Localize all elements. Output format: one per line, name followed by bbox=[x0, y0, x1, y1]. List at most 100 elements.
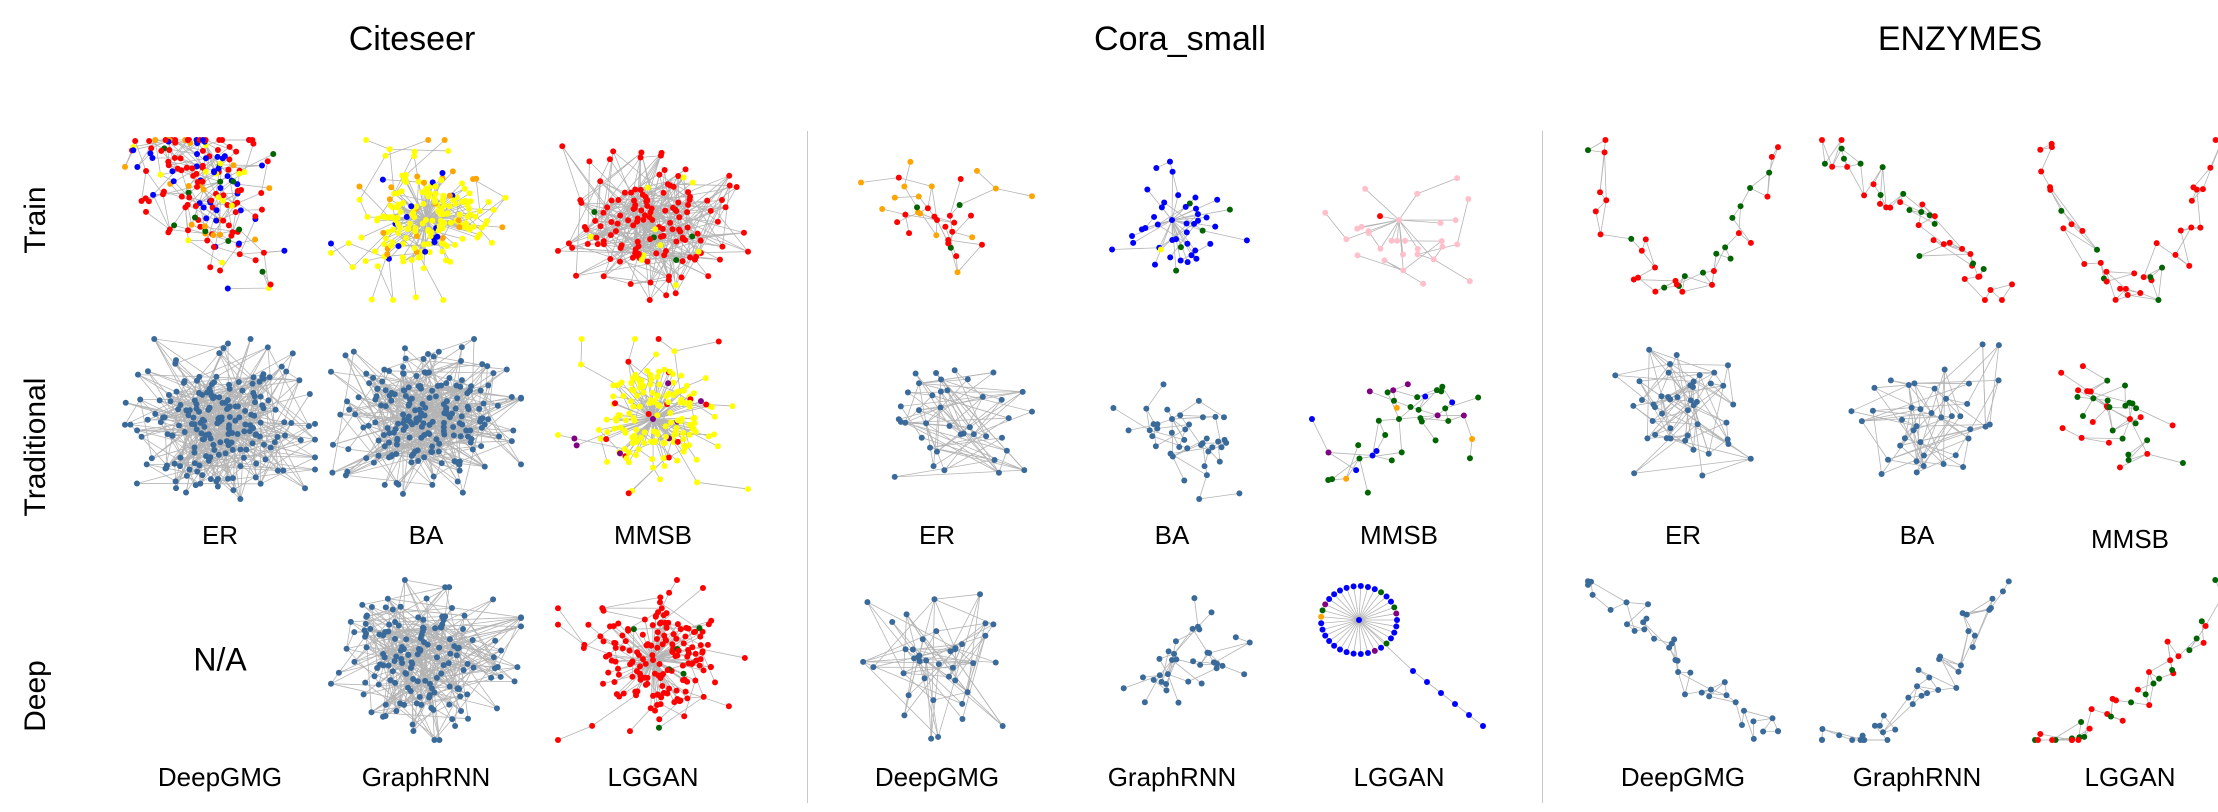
graph-node bbox=[655, 368, 662, 375]
graph-node bbox=[1209, 444, 1216, 451]
graph-node bbox=[966, 424, 973, 431]
graph-node bbox=[413, 700, 420, 707]
graph-node bbox=[122, 421, 128, 428]
graph-node bbox=[1917, 406, 1924, 413]
graph-node bbox=[610, 393, 617, 400]
graph-node bbox=[657, 599, 664, 606]
graph-edge bbox=[267, 347, 310, 427]
graph-node bbox=[234, 187, 241, 194]
graph-node bbox=[702, 375, 709, 382]
graph-node bbox=[692, 428, 699, 435]
graph-node bbox=[421, 369, 428, 376]
graph-edge bbox=[205, 139, 237, 153]
graph-node bbox=[649, 622, 656, 629]
graph-edge bbox=[1202, 230, 1247, 241]
graph-edge bbox=[176, 391, 221, 443]
graph-node bbox=[902, 211, 909, 218]
graph-node bbox=[1365, 228, 1372, 235]
graph-edge bbox=[443, 664, 498, 709]
graph-edge bbox=[1391, 219, 1400, 241]
graph-node bbox=[1377, 213, 1384, 220]
graph-edge bbox=[421, 656, 495, 706]
graph-node bbox=[456, 224, 463, 231]
graph-node bbox=[1644, 435, 1651, 442]
graph-node bbox=[456, 685, 463, 692]
graph-node bbox=[441, 410, 448, 417]
graph-node bbox=[704, 641, 711, 648]
graph-node bbox=[1318, 620, 1325, 627]
graph-edge bbox=[366, 647, 435, 693]
graph-edge bbox=[2128, 439, 2148, 455]
graph-edge bbox=[2112, 418, 2131, 431]
graph-edge bbox=[591, 694, 637, 727]
graph-node bbox=[344, 468, 351, 475]
graph-node bbox=[1987, 287, 1994, 294]
graph-node bbox=[226, 403, 233, 410]
graph-edge bbox=[1872, 410, 1942, 418]
graph-node bbox=[170, 178, 177, 185]
graph-edge bbox=[405, 174, 427, 221]
graph-edge bbox=[426, 598, 502, 678]
graph-panel bbox=[555, 143, 751, 303]
method-label-lggan: LGGAN bbox=[607, 762, 699, 792]
graph-node bbox=[225, 222, 232, 229]
graph-edge bbox=[346, 648, 385, 658]
graph-node bbox=[436, 440, 443, 447]
graph-node bbox=[422, 248, 429, 255]
graph-node bbox=[184, 137, 191, 143]
graph-node bbox=[1243, 237, 1250, 244]
graph-node bbox=[648, 205, 655, 212]
graph-node bbox=[230, 162, 237, 169]
graph-node bbox=[1319, 607, 1326, 614]
graph-node bbox=[697, 398, 704, 405]
graph-node bbox=[165, 392, 172, 399]
graph-node bbox=[220, 197, 227, 204]
graph-edge bbox=[649, 216, 651, 283]
graph-node bbox=[199, 436, 206, 443]
graph-edge bbox=[1132, 219, 1173, 244]
graph-node bbox=[427, 233, 434, 240]
graph-node bbox=[1181, 436, 1188, 443]
graph-node bbox=[386, 430, 393, 437]
graph-node bbox=[703, 401, 710, 408]
graph-panel bbox=[1612, 346, 1754, 479]
graph-node bbox=[210, 243, 217, 250]
graph-node bbox=[156, 397, 163, 404]
graph-edge bbox=[867, 601, 904, 674]
graph-edge bbox=[1713, 247, 1726, 272]
graph-node bbox=[249, 440, 256, 447]
graph-edge bbox=[606, 418, 654, 440]
graph-edge bbox=[575, 200, 581, 276]
graph-node bbox=[2147, 274, 2154, 281]
graph-node bbox=[900, 670, 907, 677]
graph-node bbox=[206, 385, 213, 392]
graph-node bbox=[440, 424, 447, 431]
graph-panel bbox=[2058, 363, 2186, 471]
graph-node bbox=[1369, 452, 1376, 459]
graph-node bbox=[1129, 232, 1136, 239]
graph-edge bbox=[597, 181, 601, 245]
graph-node bbox=[274, 433, 281, 440]
graph-edge bbox=[1358, 601, 1392, 621]
graph-edge bbox=[425, 407, 485, 425]
graph-node bbox=[1198, 442, 1205, 449]
graph-edge bbox=[944, 437, 1003, 471]
graph-edge bbox=[1161, 659, 1173, 683]
graph-node bbox=[630, 414, 637, 421]
graph-node bbox=[953, 253, 960, 260]
graph-edge bbox=[1198, 475, 1208, 500]
graph-node bbox=[650, 464, 657, 471]
graph-edge bbox=[2128, 439, 2148, 461]
graph-node bbox=[1946, 239, 1953, 246]
graph-panel bbox=[1120, 595, 1253, 706]
graph-node bbox=[946, 423, 953, 430]
graph-edge bbox=[995, 188, 1033, 197]
graph-edge bbox=[395, 616, 522, 623]
graph-node bbox=[518, 614, 524, 621]
graph-node bbox=[1326, 595, 1333, 602]
graph-node bbox=[1169, 416, 1175, 422]
graph-edge bbox=[429, 433, 455, 462]
graph-node bbox=[452, 723, 459, 730]
graph-node bbox=[370, 459, 377, 466]
graph-node bbox=[682, 688, 689, 695]
